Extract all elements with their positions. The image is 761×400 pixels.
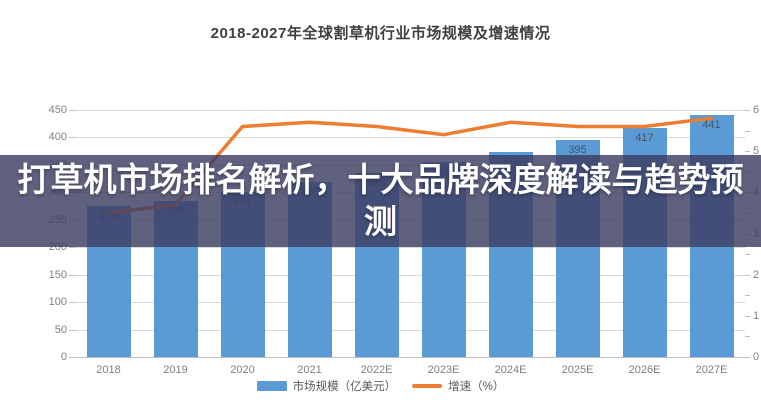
- chart-title: 2018-2027年全球割草机行业市场规模及增速情况: [210, 25, 551, 42]
- x-axis-label-2027E: 2027E: [695, 364, 728, 376]
- left-axis-tick: [69, 302, 75, 304]
- overlay-banner-title: 打草机市场排名解析，十大品牌深度解读与趋势预测: [17, 161, 744, 240]
- left-axis-tick-label: 400: [48, 131, 67, 144]
- x-axis-label-2018: 2018: [96, 364, 121, 376]
- left-axis-tick: [69, 137, 75, 139]
- legend-item: 市场规模（亿美元）: [256, 378, 397, 394]
- left-axis-tick: [69, 274, 75, 276]
- left-axis-tick: [69, 247, 75, 249]
- left-axis-tick-label: 100: [48, 296, 67, 309]
- left-axis-tick-label: 0: [60, 351, 67, 363]
- x-axis-label-2019: 2019: [163, 364, 188, 376]
- legend-label: 增速（%）: [448, 381, 505, 393]
- chart-legend: 市场规模（亿美元） 增速（%）: [0, 378, 761, 394]
- right-axis-tick: [745, 295, 750, 297]
- right-axis-tick: [745, 110, 750, 111]
- right-axis-tick: [745, 274, 750, 276]
- legend-line-swatch-icon: [412, 384, 443, 388]
- right-axis-tick: [745, 315, 750, 317]
- right-axis-tick: [745, 336, 750, 338]
- gridline-100: [75, 302, 745, 304]
- left-axis-tick-label: 450: [48, 104, 67, 116]
- x-axis-label-2022E: 2022E: [360, 364, 393, 376]
- bar-label-2026E: 417: [635, 132, 654, 145]
- bar-label-2027E: 441: [702, 118, 721, 131]
- right-axis-tick: [745, 357, 750, 358]
- right-axis-tick-label: 6: [753, 104, 760, 116]
- gridline-200: [75, 247, 745, 249]
- x-axis-label-2020: 2020: [230, 364, 255, 376]
- left-axis-tick: [69, 329, 75, 331]
- legend-item: 增速（%）: [412, 378, 504, 394]
- x-axis-label-2025E: 2025E: [561, 364, 594, 376]
- legend-bar-swatch-icon: [256, 381, 287, 391]
- x-axis-label-2021: 2021: [297, 364, 322, 376]
- x-axis-label-2023E: 2023E: [427, 364, 460, 376]
- left-axis-tick: [69, 357, 75, 358]
- left-axis-tick: [69, 110, 75, 111]
- x-axis-label-2026E: 2026E: [628, 364, 661, 376]
- right-axis-tick: [745, 151, 750, 153]
- x-axis-label-2024E: 2024E: [494, 364, 527, 376]
- gridline-50: [75, 329, 745, 331]
- legend-label: 市场规模（亿美元）: [292, 381, 397, 393]
- overlay-banner: 打草机市场排名解析，十大品牌深度解读与趋势预测: [0, 155, 761, 247]
- gridline-450: [75, 110, 745, 111]
- left-axis-tick-label: 150: [48, 268, 67, 281]
- right-axis-tick-label: 2: [753, 268, 760, 281]
- gridline-0: [75, 357, 745, 358]
- right-axis-tick: [745, 130, 750, 132]
- left-axis-tick-label: 50: [54, 323, 67, 336]
- gridline-150: [75, 274, 745, 276]
- right-axis-tick: [745, 254, 750, 256]
- right-axis-tick-label: 1: [753, 309, 760, 322]
- right-axis-tick-label: 0: [753, 351, 760, 363]
- right-axis-tick-label: 5: [753, 145, 760, 158]
